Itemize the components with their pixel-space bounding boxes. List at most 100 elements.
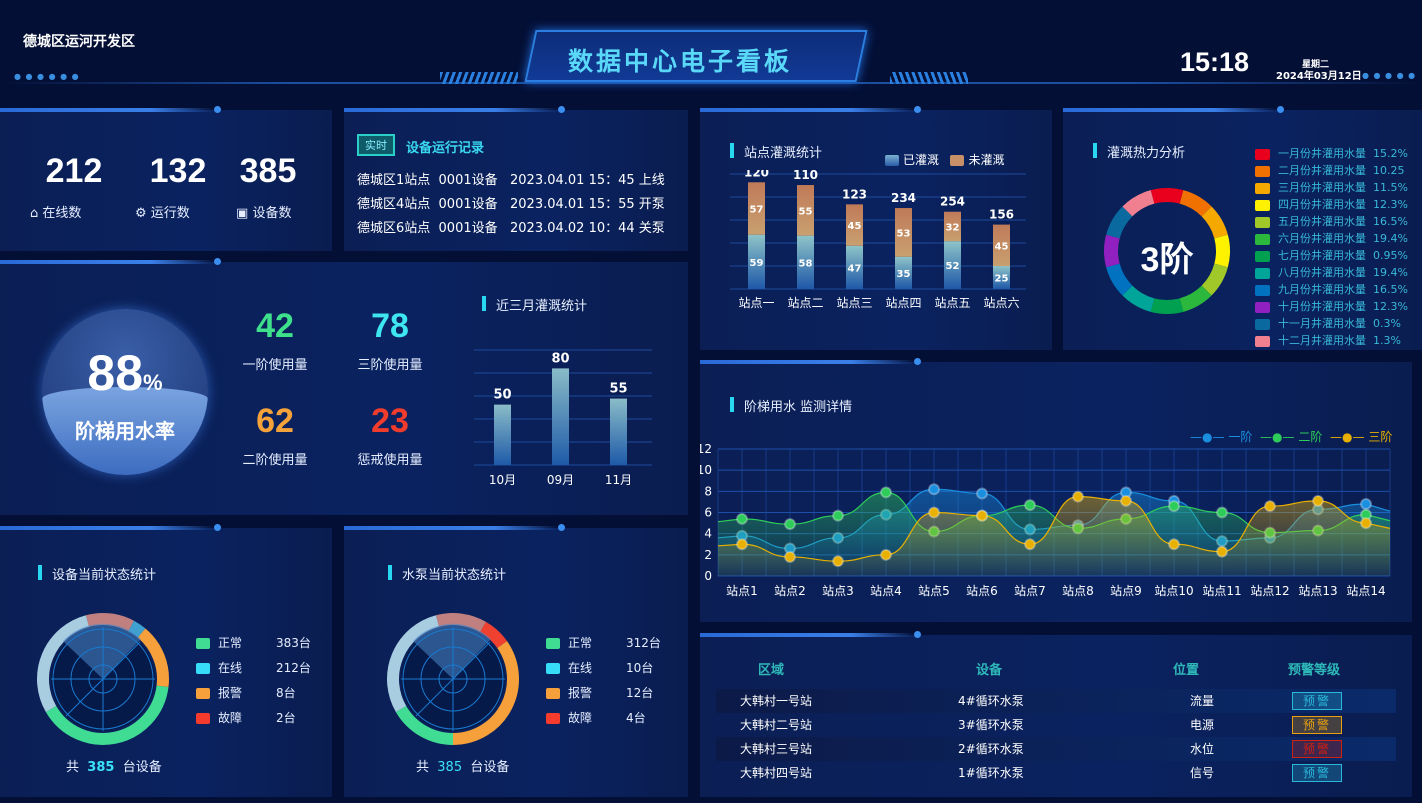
x-tick-label: 站点5 — [918, 584, 950, 598]
legend-label: 二阶 — [1298, 430, 1323, 444]
legend-value: 19.4% — [1373, 266, 1408, 279]
bar — [610, 398, 627, 465]
table-row[interactable]: 大韩村四号站 1#循环水泵 信号 预警 — [716, 761, 1396, 785]
status-segment — [479, 621, 508, 649]
x-tick-label: 站点4 — [870, 584, 902, 598]
usage-label: 惩戒使用量 — [357, 453, 423, 468]
heat-slice — [1150, 188, 1184, 204]
clock-time: 15:18 — [1180, 47, 1250, 77]
legend-swatch — [546, 663, 560, 674]
heat-slice — [1122, 285, 1155, 312]
bar-irrigated — [944, 241, 961, 289]
site-irrigation-panel: 站点灌溉统计 已灌溉 未灌溉 59 57 120 站点一 58 55 110 站点二 47 45 1… — [700, 106, 1052, 350]
line-legend-item: —●— 三阶 — [1330, 428, 1392, 445]
legend-swatch — [546, 688, 560, 699]
water-rate-unit: % — [143, 370, 163, 395]
x-tick-label: 站点7 — [1014, 584, 1046, 598]
cell-position: 水位 — [1190, 742, 1215, 756]
legend-swatch — [546, 638, 560, 649]
cell-device: 1#循环水泵 — [958, 766, 1024, 780]
legend-value: 11.5% — [1373, 181, 1408, 194]
bar-not-irrigated — [846, 204, 863, 246]
heat-legend-item: 一月份井灌用水量 15.2% — [1255, 145, 1408, 161]
segment-label: 58 — [799, 258, 813, 269]
heat-slice — [1150, 298, 1184, 314]
device-icon: ▣ — [236, 206, 249, 221]
heat-legend-item: 二月份井灌用水量 10.25 — [1255, 162, 1405, 178]
legend-label: 十二月井灌用水量 — [1278, 334, 1366, 347]
x-tick-label: 站点四 — [885, 296, 921, 310]
pump-status-title: 水泵当前状态统计 — [388, 564, 506, 583]
y-tick-label: 6 — [704, 506, 712, 520]
heat-slice — [1179, 190, 1212, 217]
x-tick-label: 站点11 — [1202, 584, 1241, 598]
legend-label: 十一月井灌用水量 — [1278, 317, 1366, 330]
data-point — [1264, 500, 1276, 513]
segment-label: 45 — [995, 241, 1009, 252]
legend-value: 0.95% — [1373, 249, 1408, 262]
data-point — [784, 550, 796, 563]
legend-value: 1.3% — [1373, 334, 1401, 347]
total-suffix: 台设备 — [122, 760, 162, 775]
segment-label: 53 — [897, 228, 911, 239]
heat-slice — [1106, 206, 1133, 239]
y-tick-label: 12 — [700, 442, 712, 456]
table-row[interactable]: 大韩村一号站 4#循环水泵 流量 预警 — [716, 689, 1396, 713]
radar-sweep — [413, 623, 491, 679]
realtime-badge[interactable]: 实时 — [357, 134, 395, 156]
status-legend-item: 故障 2台 — [196, 709, 326, 726]
total-label: 120 — [744, 170, 769, 179]
usage-label: 三阶使用量 — [357, 358, 423, 373]
status-segment — [387, 615, 440, 712]
table-row[interactable]: 大韩村二号站 3#循环水泵 电源 预警 — [716, 713, 1396, 737]
legend-swatch — [1255, 165, 1270, 177]
bar-not-irrigated — [748, 182, 765, 235]
legend-value: 15.2% — [1373, 147, 1408, 160]
total-prefix: 共 — [416, 760, 430, 775]
legend-value: 212台 — [276, 661, 311, 675]
cell-device: 4#循环水泵 — [958, 694, 1024, 708]
heat-legend-item: 九月份井灌用水量 16.5% — [1255, 281, 1408, 297]
table-row[interactable]: 大韩村三号站 2#循环水泵 水位 预警 — [716, 737, 1396, 761]
heat-legend-item: 七月份井灌用水量 0.95% — [1255, 247, 1408, 263]
radar-axis — [415, 641, 491, 717]
data-point — [928, 483, 940, 496]
legend-value: 12.3% — [1373, 300, 1408, 313]
status-legend-item: 正常 383台 — [196, 634, 326, 651]
segment-label: 52 — [946, 261, 960, 272]
heat-title: 灌溉热力分析 — [1093, 142, 1185, 161]
bar-not-irrigated — [944, 211, 961, 242]
legend-swatch — [196, 638, 210, 649]
monitor-panel: 阶梯用水 监测详情 —●— 一阶 —●— 二阶 —●— 三阶 0 2 4 6 8 10 12… — [700, 358, 1412, 622]
legend-value: 10.25 — [1373, 164, 1405, 177]
segment-label: 32 — [946, 222, 960, 233]
data-point — [1024, 499, 1036, 512]
stripes-right — [890, 72, 968, 84]
status-legend-item: 报警 8台 — [196, 684, 326, 701]
data-point — [1360, 517, 1372, 530]
cell-area: 大韩村二号站 — [740, 718, 813, 732]
legend-value: 12台 — [626, 686, 654, 700]
legend-label: 七月份井灌用水量 — [1278, 249, 1366, 262]
heat-slice — [1214, 234, 1230, 268]
site-irrigation-title: 站点灌溉统计 — [730, 142, 822, 161]
bar-value-label: 50 — [493, 388, 511, 403]
x-tick-label: 站点10 — [1154, 584, 1193, 598]
bar-not-irrigated — [895, 208, 912, 257]
legend-swatch — [1255, 199, 1270, 211]
warning-level-badge: 预警 — [1292, 764, 1342, 782]
legend-marker-icon: —●— — [1260, 430, 1295, 444]
heat-legend-item: 四月份井灌用水量 12.3% — [1255, 196, 1408, 212]
legend-label: 故障 — [218, 711, 243, 725]
heat-slice — [1201, 263, 1228, 296]
segment-label: 25 — [995, 274, 1009, 285]
x-tick-label: 站点12 — [1250, 584, 1289, 598]
cell-area: 大韩村四号站 — [740, 766, 813, 780]
line-legend-item: —●— 一阶 — [1190, 428, 1252, 445]
legend-swatch — [1255, 216, 1270, 228]
region-label: 德城区运河开发区 — [23, 34, 135, 50]
x-tick-label: 站点9 — [1110, 584, 1142, 598]
legend-marker-icon: —●— — [1190, 430, 1225, 444]
legend-label: 正常 — [568, 636, 593, 650]
legend-label: 故障 — [568, 711, 593, 725]
